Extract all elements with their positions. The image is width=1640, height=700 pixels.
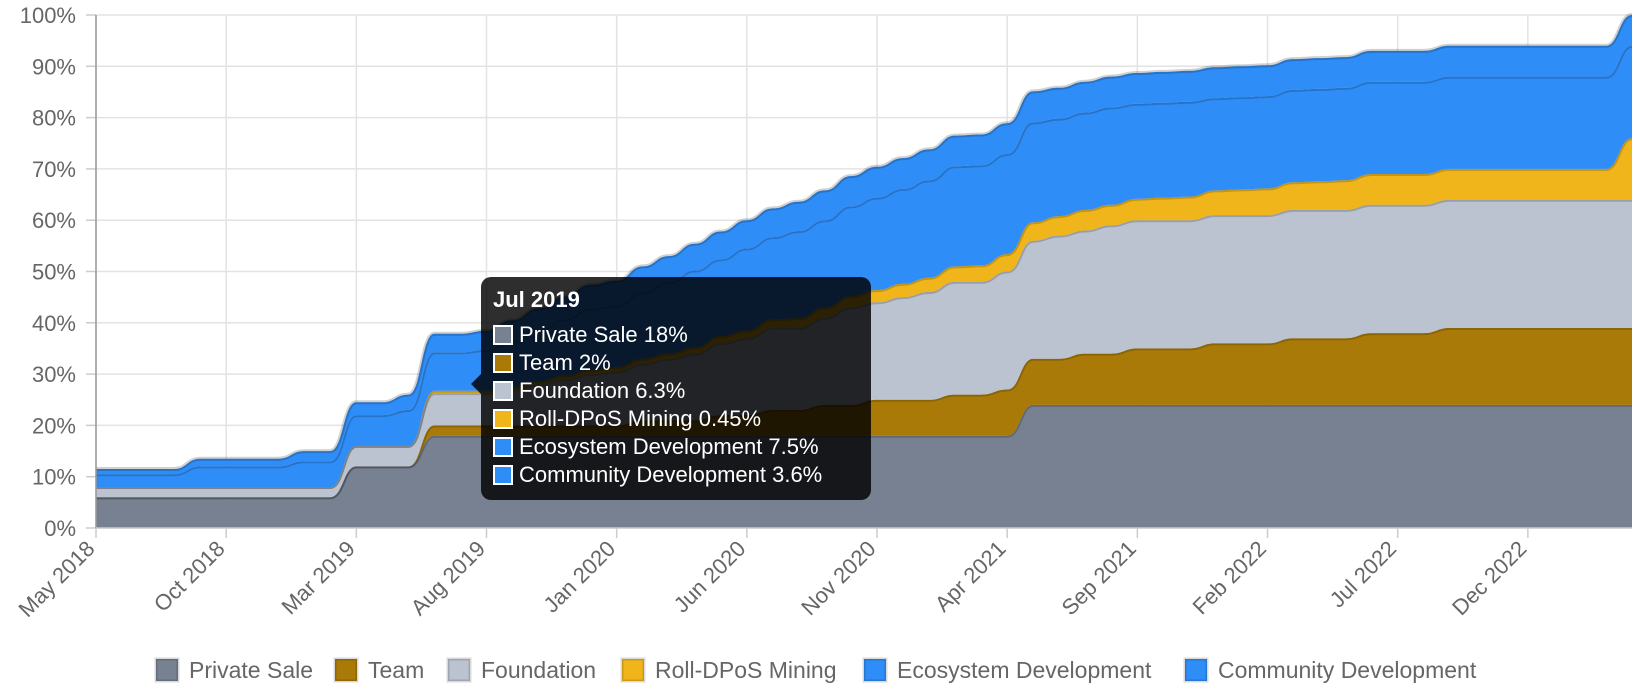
- legend-swatch: [862, 657, 888, 683]
- y-tick-label: 10%: [32, 465, 76, 490]
- tooltip-swatch: [493, 437, 513, 457]
- legend-label: Community Development: [1218, 657, 1477, 683]
- legend-swatch: [154, 657, 180, 683]
- x-tick-label: Mar 2019: [276, 536, 359, 619]
- y-tick-label: 40%: [32, 311, 76, 336]
- tooltip-row-label: Roll-DPoS Mining 0.45%: [519, 406, 762, 431]
- tooltip-row-label: Community Development 3.6%: [519, 462, 823, 487]
- legend-label: Team: [368, 657, 424, 683]
- legend-item-private-sale[interactable]: Private Sale: [154, 657, 313, 683]
- legend: Private Sale Team Foundation Roll-DPoS Mini…: [154, 657, 1477, 683]
- tooltip-row-community-development: Community Development 3.6%: [493, 461, 859, 489]
- tooltip-row-team: Team 2%: [493, 349, 859, 377]
- tooltip-caret: [471, 374, 481, 394]
- tooltip-row-label: Ecosystem Development 7.5%: [519, 434, 819, 459]
- area-community-development[interactable]: [96, 15, 1632, 475]
- x-tick-label: Nov 2020: [796, 536, 880, 620]
- tooltip-title: Jul 2019: [493, 287, 580, 312]
- tooltip-row-ecosystem-development: Ecosystem Development 7.5%: [493, 433, 859, 461]
- tooltip-swatch: [493, 409, 513, 429]
- tooltip-row-roll-dpos-mining: Roll-DPoS Mining 0.45%: [493, 405, 859, 433]
- x-tick-label: Jul 2022: [1325, 536, 1402, 613]
- tooltip-row-label: Foundation 6.3%: [519, 378, 686, 403]
- y-tick-label: 0%: [44, 516, 76, 541]
- x-tick-label: May 2018: [14, 536, 100, 622]
- x-tick-label: Aug 2019: [406, 536, 490, 620]
- legend-swatch: [446, 657, 472, 683]
- tooltip-row-label: Team 2%: [519, 350, 611, 375]
- tooltip-swatch: [493, 325, 513, 345]
- tooltip: Jul 2019 Private Sale 18% Team 2% Founda…: [471, 277, 871, 500]
- legend-label: Private Sale: [189, 657, 313, 683]
- tooltip-row-private-sale: Private Sale 18%: [493, 321, 859, 349]
- y-tick-label: 90%: [32, 54, 76, 79]
- tooltip-swatch: [493, 353, 513, 373]
- x-tick-label: Oct 2018: [149, 536, 230, 617]
- x-tick-label: Dec 2022: [1447, 536, 1531, 620]
- legend-swatch: [620, 657, 646, 683]
- x-tick-label: Jan 2020: [539, 536, 621, 618]
- x-tick-label: Jun 2020: [669, 536, 751, 618]
- y-tick-label: 50%: [32, 260, 76, 285]
- legend-item-team[interactable]: Team: [333, 657, 424, 683]
- legend-item-ecosystem-development[interactable]: Ecosystem Development: [862, 657, 1152, 683]
- tooltip-swatch: [493, 465, 513, 485]
- x-tick-label: Feb 2022: [1188, 536, 1271, 619]
- legend-label: Ecosystem Development: [897, 657, 1152, 683]
- legend-item-community-development[interactable]: Community Development: [1183, 657, 1477, 683]
- tooltip-swatch: [493, 381, 513, 401]
- tooltip-row-label: Private Sale 18%: [519, 322, 688, 347]
- area-roll-dpos-mining[interactable]: [96, 138, 1632, 487]
- y-tick-label: 30%: [32, 362, 76, 387]
- y-tick-label: 100%: [20, 3, 76, 28]
- legend-label: Foundation: [481, 657, 596, 683]
- legend-label: Roll-DPoS Mining: [655, 657, 837, 683]
- legend-swatch: [333, 657, 359, 683]
- x-tick-label: Sep 2021: [1057, 536, 1141, 620]
- y-tick-label: 70%: [32, 157, 76, 182]
- y-tick-label: 80%: [32, 106, 76, 131]
- legend-item-foundation[interactable]: Foundation: [446, 657, 596, 683]
- line-community-development: [96, 13, 1633, 471]
- legend-swatch: [1183, 657, 1209, 683]
- legend-item-roll-dpos-mining[interactable]: Roll-DPoS Mining: [620, 657, 837, 683]
- tooltip-row-foundation: Foundation 6.3%: [493, 377, 859, 405]
- x-tick-label: Apr 2021: [930, 536, 1011, 617]
- y-tick-label: 20%: [32, 413, 76, 438]
- y-tick-label: 60%: [32, 208, 76, 233]
